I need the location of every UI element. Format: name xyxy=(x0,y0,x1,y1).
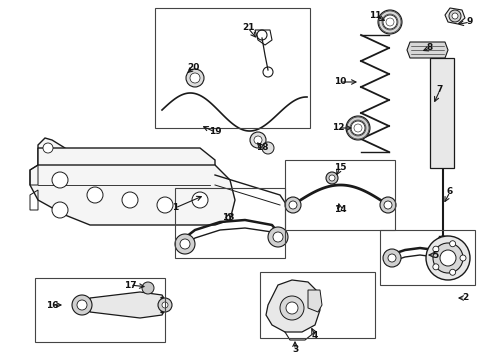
Circle shape xyxy=(426,236,470,280)
Bar xyxy=(260,272,375,338)
Text: 21: 21 xyxy=(242,23,254,32)
Circle shape xyxy=(433,246,439,252)
Circle shape xyxy=(162,302,168,308)
Circle shape xyxy=(439,256,447,264)
Circle shape xyxy=(437,236,449,248)
Circle shape xyxy=(142,282,154,294)
Circle shape xyxy=(77,300,87,310)
Circle shape xyxy=(433,243,463,273)
Circle shape xyxy=(286,302,298,314)
Circle shape xyxy=(384,201,392,209)
Text: 15: 15 xyxy=(334,163,346,172)
Text: 11: 11 xyxy=(369,12,381,21)
Text: 10: 10 xyxy=(334,77,346,86)
Circle shape xyxy=(52,202,68,218)
Polygon shape xyxy=(30,165,235,225)
Text: 19: 19 xyxy=(209,127,221,136)
Circle shape xyxy=(383,15,397,29)
Circle shape xyxy=(87,187,103,203)
Circle shape xyxy=(157,197,173,213)
Circle shape xyxy=(72,295,92,315)
Circle shape xyxy=(380,197,396,213)
Circle shape xyxy=(285,197,301,213)
Polygon shape xyxy=(407,42,448,58)
Circle shape xyxy=(329,175,335,181)
Text: 6: 6 xyxy=(447,188,453,197)
Circle shape xyxy=(52,172,68,188)
Circle shape xyxy=(158,298,172,312)
Polygon shape xyxy=(38,148,215,175)
Polygon shape xyxy=(90,292,168,318)
Circle shape xyxy=(434,251,452,269)
Circle shape xyxy=(452,13,458,19)
Circle shape xyxy=(378,10,402,34)
Circle shape xyxy=(289,201,297,209)
Circle shape xyxy=(450,269,456,275)
Circle shape xyxy=(450,241,456,247)
Bar xyxy=(155,8,310,128)
Circle shape xyxy=(460,255,466,261)
Bar xyxy=(285,160,395,230)
Circle shape xyxy=(326,172,338,184)
Circle shape xyxy=(268,227,288,247)
Circle shape xyxy=(280,296,304,320)
Text: 20: 20 xyxy=(187,63,199,72)
Circle shape xyxy=(43,143,53,153)
Text: 18: 18 xyxy=(256,144,268,153)
Circle shape xyxy=(250,132,266,148)
Circle shape xyxy=(440,250,456,266)
Text: 12: 12 xyxy=(332,123,344,132)
Circle shape xyxy=(190,73,200,83)
Circle shape xyxy=(388,254,396,262)
Bar xyxy=(35,278,165,342)
Text: 16: 16 xyxy=(46,301,58,310)
Circle shape xyxy=(262,142,274,154)
Text: 2: 2 xyxy=(462,293,468,302)
Text: 1: 1 xyxy=(172,203,178,212)
Text: 3: 3 xyxy=(292,346,298,355)
Circle shape xyxy=(383,249,401,267)
Circle shape xyxy=(180,239,190,249)
Circle shape xyxy=(122,192,138,208)
Bar xyxy=(430,58,454,168)
Text: 7: 7 xyxy=(437,85,443,94)
Polygon shape xyxy=(445,8,465,24)
Text: 17: 17 xyxy=(123,280,136,289)
Text: 9: 9 xyxy=(467,18,473,27)
Circle shape xyxy=(433,264,439,270)
Bar xyxy=(175,188,285,258)
Polygon shape xyxy=(266,280,320,332)
Polygon shape xyxy=(308,290,322,312)
Circle shape xyxy=(273,232,283,242)
Circle shape xyxy=(186,69,204,87)
Polygon shape xyxy=(38,138,65,180)
Text: 8: 8 xyxy=(427,44,433,53)
Bar xyxy=(380,230,475,285)
Text: 13: 13 xyxy=(222,213,234,222)
Circle shape xyxy=(449,10,461,22)
Circle shape xyxy=(192,192,208,208)
Text: 5: 5 xyxy=(432,251,438,260)
Text: 4: 4 xyxy=(312,330,318,339)
Circle shape xyxy=(346,116,370,140)
Circle shape xyxy=(254,136,262,144)
Circle shape xyxy=(175,234,195,254)
Text: 14: 14 xyxy=(334,206,346,215)
Circle shape xyxy=(351,121,365,135)
